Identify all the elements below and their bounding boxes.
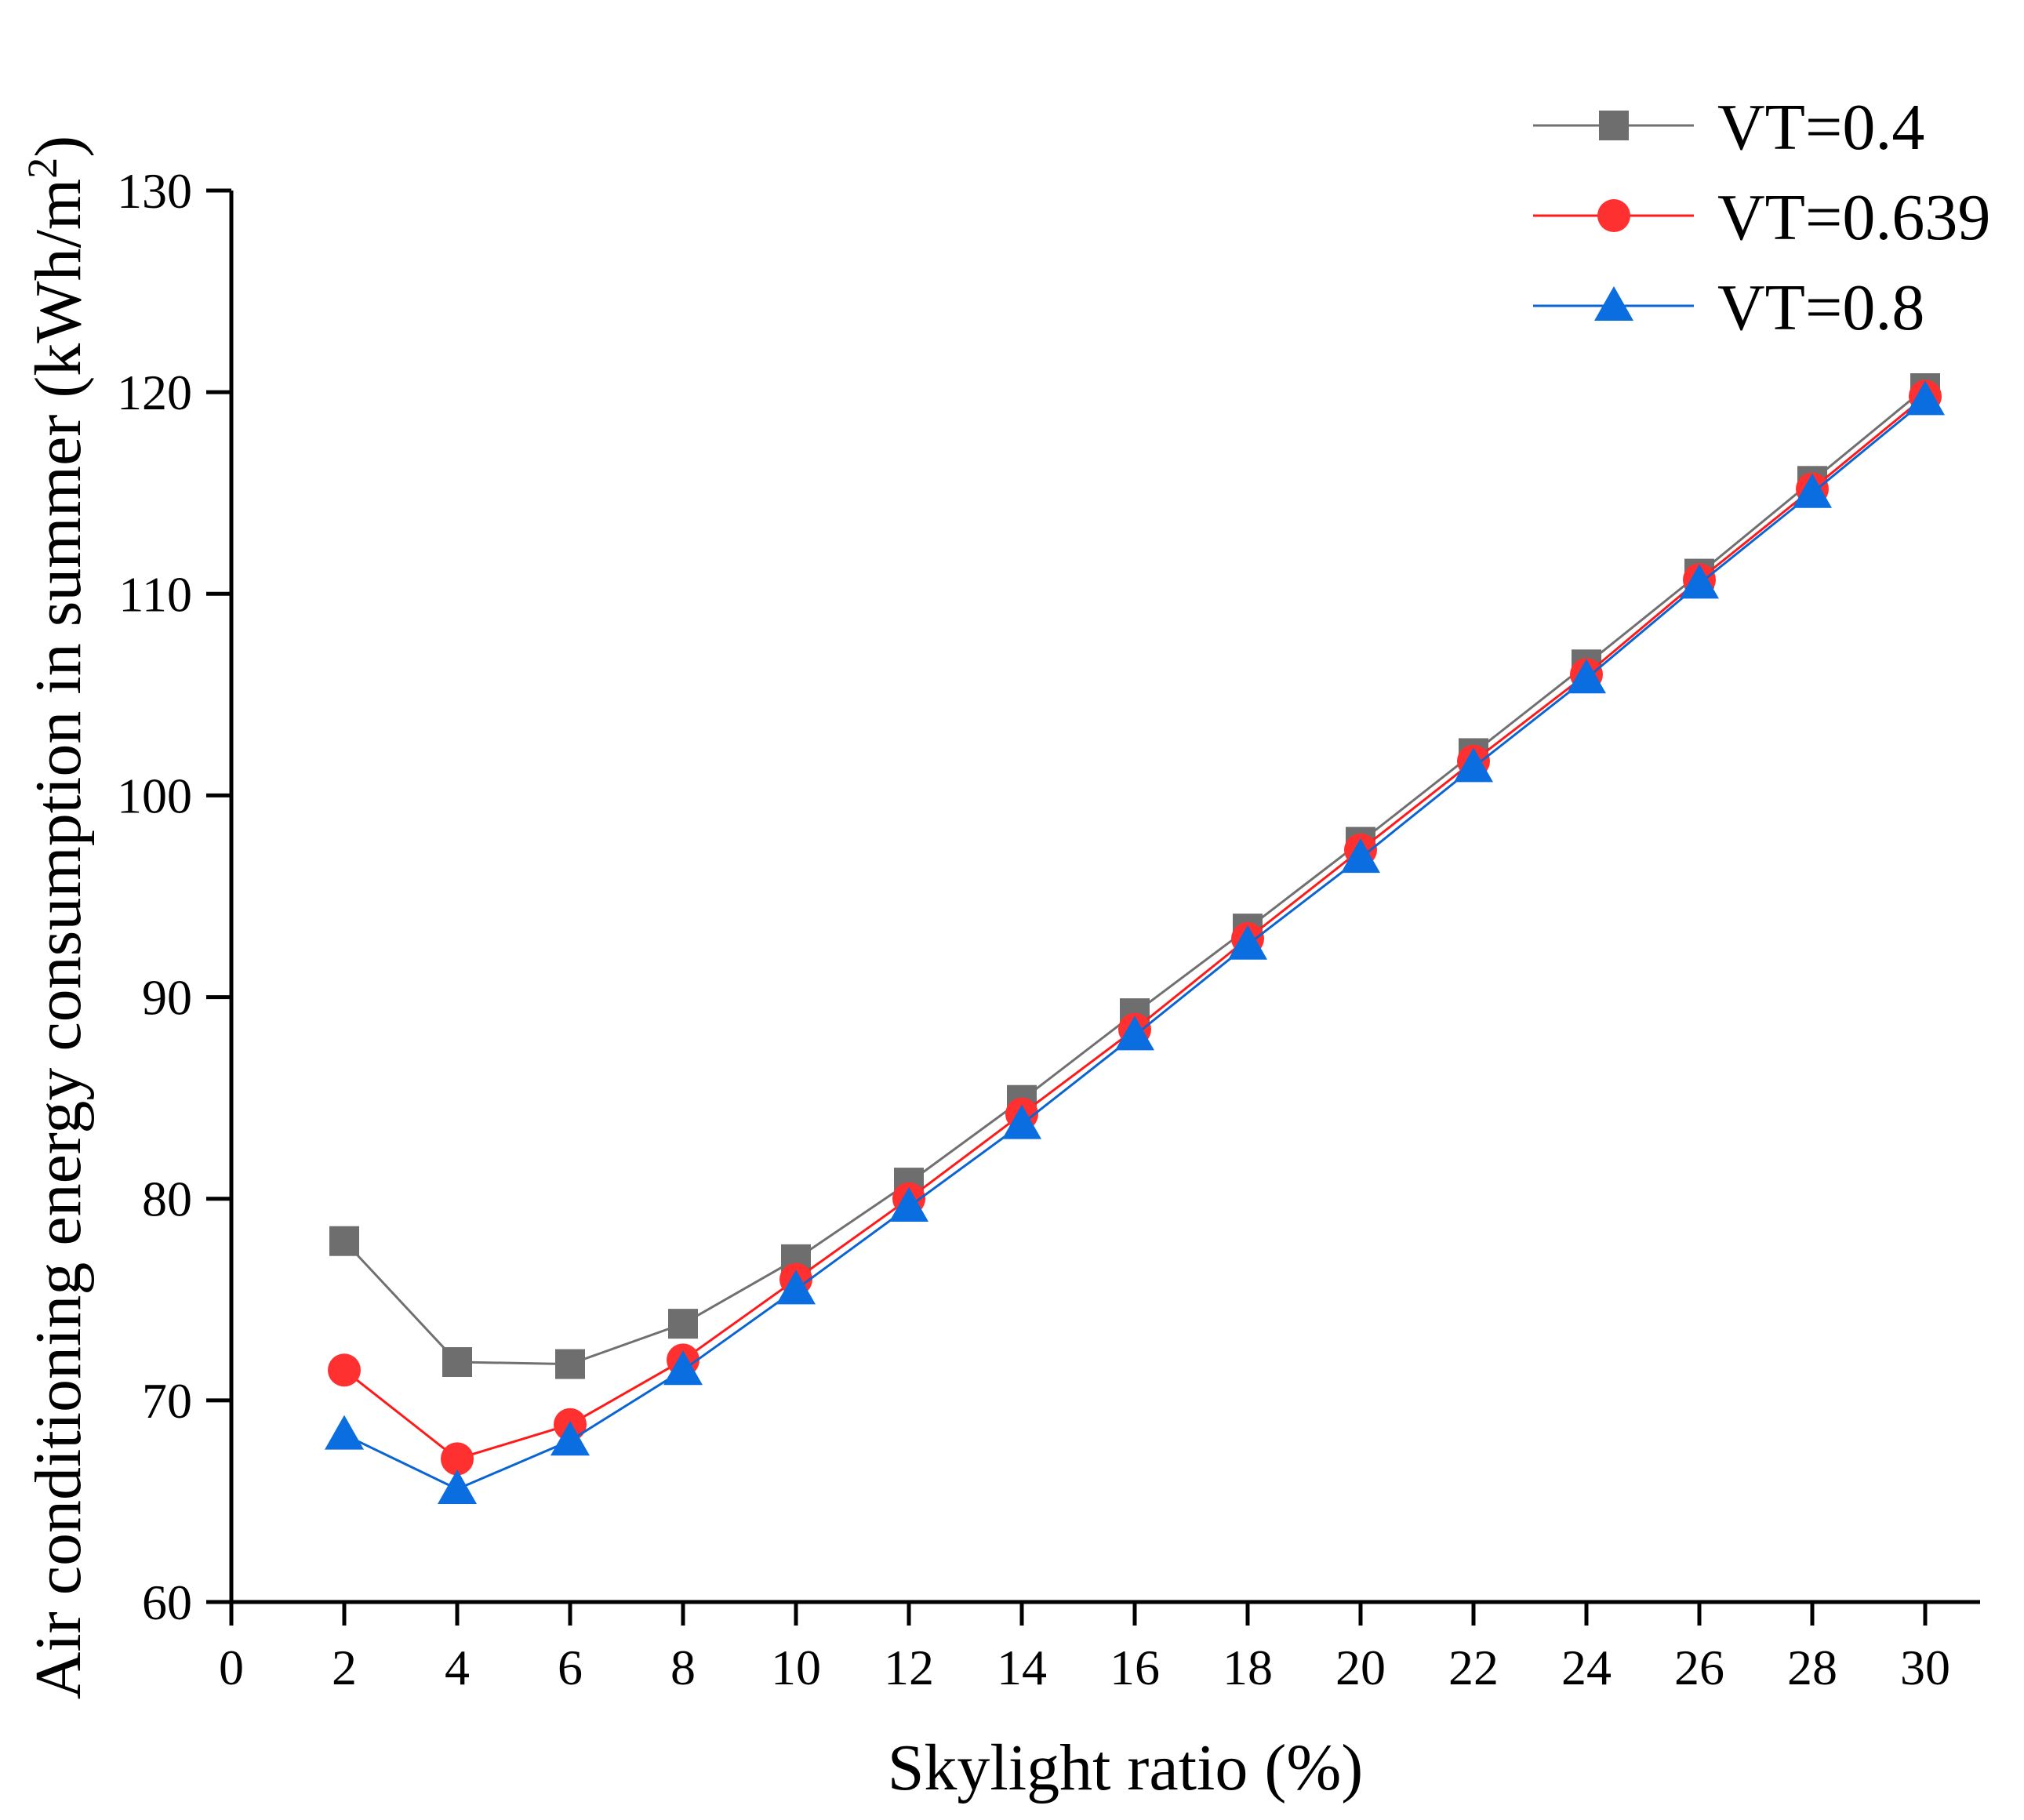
data-point	[1906, 380, 1945, 416]
series-square	[329, 373, 1940, 1379]
y-axis-title-close: )	[22, 136, 95, 158]
legend-label: VT=0.4	[1717, 91, 1924, 164]
x-tick-label: 28	[1787, 1640, 1837, 1695]
data-point	[1680, 564, 1719, 599]
y-axis-title: Air conditioning energy consumption in s…	[19, 136, 95, 1700]
series-line	[343, 395, 1926, 1461]
y-tick-label: 100	[117, 768, 192, 823]
legend-marker	[1599, 111, 1629, 140]
legend-marker	[1594, 286, 1633, 321]
y-axis-title-superscript: 2	[19, 158, 66, 179]
data-point	[442, 1347, 472, 1377]
legend-item: VT=0.4	[1533, 91, 1924, 164]
y-tick-label: 110	[118, 566, 192, 622]
axes	[229, 191, 1980, 1604]
x-tick-label: 8	[670, 1640, 696, 1695]
legend-label: VT=0.8	[1717, 271, 1924, 344]
x-tick-label: 12	[884, 1640, 934, 1695]
x-tick-label: 0	[219, 1640, 244, 1695]
series-circle	[328, 380, 1942, 1476]
series-layer	[325, 373, 1945, 1504]
data-point	[663, 1350, 703, 1386]
x-axis-title: Skylight ratio (%)	[888, 1731, 1364, 1804]
x-tick-label: 10	[771, 1640, 821, 1695]
x-tick-label: 18	[1223, 1640, 1273, 1695]
data-point	[551, 1421, 590, 1456]
y-tick-label: 80	[142, 1172, 192, 1227]
legend-marker	[1597, 199, 1630, 232]
data-point	[776, 1270, 816, 1305]
data-point	[555, 1349, 585, 1379]
legend: VT=0.4 VT=0.639 VT=0.8	[1533, 91, 1990, 344]
x-axis-ticks: 0 2 4 6 8 10 12 14 16 18 20 22 24 26 28 30	[219, 1602, 1950, 1695]
y-tick-label: 120	[117, 365, 192, 420]
y-axis-title-text: Air conditioning energy consumption in s…	[22, 179, 95, 1700]
x-tick-label: 24	[1561, 1640, 1612, 1695]
data-point	[1454, 747, 1493, 783]
x-tick-label: 14	[997, 1640, 1047, 1695]
y-tick-label: 90	[142, 970, 192, 1026]
y-tick-label: 70	[142, 1373, 192, 1429]
data-point	[1002, 1104, 1041, 1139]
legend-label: VT=0.639	[1717, 181, 1990, 254]
legend-item: VT=0.8	[1533, 271, 1924, 344]
data-point	[1793, 473, 1832, 508]
x-tick-label: 4	[445, 1640, 470, 1695]
data-point	[668, 1309, 698, 1339]
series-triangle	[325, 380, 1945, 1504]
series-line	[343, 387, 1926, 1366]
data-point	[438, 1469, 477, 1504]
data-point	[1341, 838, 1380, 874]
x-tick-label: 30	[1900, 1640, 1950, 1695]
x-tick-label: 2	[332, 1640, 357, 1695]
data-point	[1115, 1015, 1154, 1051]
y-tick-label: 60	[142, 1575, 192, 1630]
x-tick-label: 6	[558, 1640, 583, 1695]
x-tick-label: 22	[1448, 1640, 1499, 1695]
y-tick-label: 130	[117, 163, 192, 219]
data-point	[329, 1226, 359, 1256]
data-point	[328, 1353, 361, 1387]
data-point	[441, 1442, 474, 1476]
y-axis-ticks: 60 70 80 90 100 110 120 130	[117, 163, 231, 1630]
x-tick-label: 26	[1674, 1640, 1724, 1695]
data-point	[325, 1415, 364, 1450]
data-point	[889, 1187, 928, 1222]
x-tick-label: 20	[1335, 1640, 1386, 1695]
x-tick-label: 16	[1110, 1640, 1160, 1695]
data-point	[1228, 925, 1267, 960]
legend-item: VT=0.639	[1533, 181, 1990, 254]
data-point	[1567, 659, 1606, 694]
